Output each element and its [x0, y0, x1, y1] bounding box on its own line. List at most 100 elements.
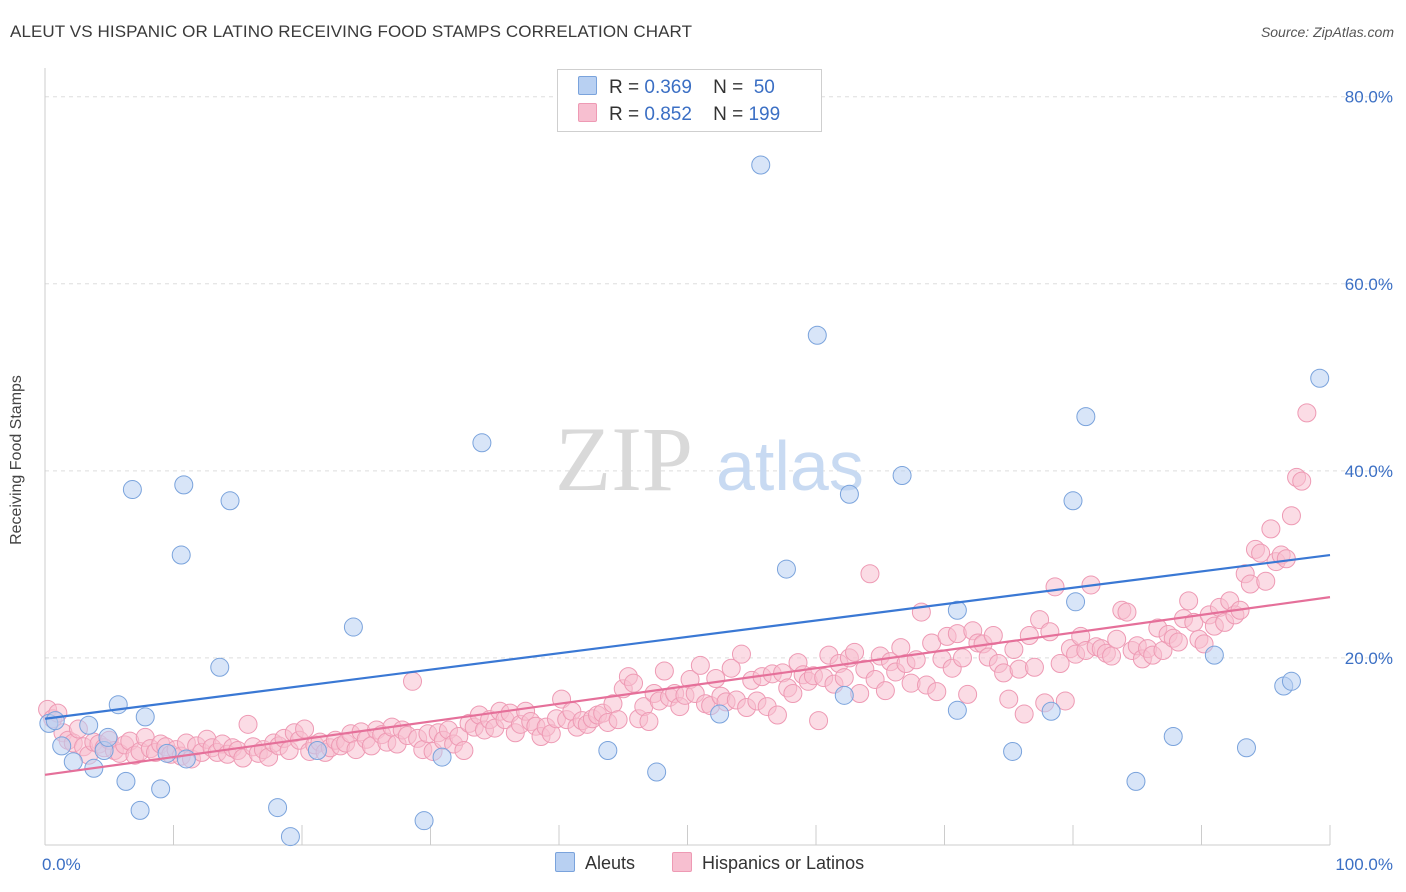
- hispanic-point: [1045, 577, 1065, 597]
- aleut-point: [151, 779, 171, 799]
- bottom-legend-hispanic: Hispanics or Latinos: [672, 852, 864, 874]
- hispanic-point: [952, 648, 972, 668]
- hispanic-point: [1256, 571, 1276, 591]
- aleut-point: [892, 466, 912, 486]
- hispanic-point: [608, 710, 628, 730]
- hispanic-point: [1040, 622, 1060, 642]
- hispanic-point: [1292, 471, 1312, 491]
- legend-row-aleut: R = 0.369 N = 50: [578, 76, 775, 99]
- aleut-point: [280, 827, 300, 847]
- aleut-point: [710, 704, 730, 724]
- aleut-point: [220, 491, 240, 511]
- bottom-legend-aleut: Aleuts: [555, 852, 635, 874]
- n-label: N =: [713, 77, 744, 98]
- hispanic-point: [454, 741, 474, 761]
- aleut-swatch: [578, 76, 597, 95]
- aleut-n-value: 50: [753, 77, 775, 98]
- aleut-points: [39, 155, 1330, 847]
- hispanic-point: [690, 655, 710, 675]
- aleut-point: [1063, 491, 1083, 511]
- aleut-point: [79, 715, 99, 735]
- hispanic-point: [1251, 543, 1271, 563]
- aleut-point: [1281, 671, 1301, 691]
- aleut-legend-swatch: [555, 852, 575, 872]
- hispanic-legend-label: Hispanics or Latinos: [702, 853, 865, 873]
- hispanic-point: [1024, 657, 1044, 677]
- aleut-point: [647, 762, 667, 782]
- aleut-point: [343, 617, 363, 637]
- aleut-point: [1003, 741, 1023, 761]
- hispanic-n-value: 199: [748, 104, 781, 125]
- hispanic-point: [958, 684, 978, 704]
- aleut-point: [1076, 407, 1096, 427]
- aleut-point: [1236, 738, 1256, 758]
- y-tick-label: 80.0%: [1345, 88, 1393, 107]
- aleut-point: [268, 798, 288, 818]
- aleut-point: [98, 727, 118, 747]
- hispanic-point: [1179, 591, 1199, 611]
- aleut-point: [135, 707, 155, 727]
- hispanic-point: [845, 642, 865, 662]
- hispanic-point: [731, 644, 751, 664]
- hispanic-point: [295, 719, 315, 739]
- aleut-point: [1041, 701, 1061, 721]
- r-label: R =: [609, 77, 640, 98]
- x-tick-label-min: 0.0%: [42, 855, 81, 874]
- aleut-point: [116, 771, 136, 791]
- aleut-point: [1163, 726, 1183, 746]
- hispanic-swatch: [578, 103, 597, 122]
- aleut-point: [174, 475, 194, 495]
- hispanic-point: [875, 681, 895, 701]
- hispanic-point: [706, 669, 726, 689]
- y-tick-label: 60.0%: [1345, 275, 1393, 294]
- aleut-r-value: 0.369: [644, 77, 692, 98]
- aleut-point: [52, 736, 72, 756]
- aleut-point: [834, 685, 854, 705]
- hispanic-point: [999, 689, 1019, 709]
- hispanic-legend-swatch: [672, 852, 692, 872]
- aleut-point: [1310, 368, 1330, 388]
- stats-legend: R = 0.369 N = 50 R = 0.852 N = 199: [557, 69, 822, 132]
- hispanic-point: [1107, 629, 1127, 649]
- hispanic-point: [624, 673, 644, 693]
- hispanic-point: [1281, 506, 1301, 526]
- n-label: N =: [713, 104, 744, 125]
- hispanic-point: [834, 668, 854, 688]
- aleut-point: [1126, 771, 1146, 791]
- aleut-point: [171, 545, 191, 565]
- watermark-zip: ZIP: [555, 408, 693, 510]
- y-tick-label: 20.0%: [1345, 649, 1393, 668]
- hispanic-point: [809, 711, 829, 731]
- hispanic-point: [1055, 691, 1075, 711]
- aleut-point: [947, 700, 967, 720]
- aleut-point: [176, 749, 196, 769]
- aleut-trend-line: [44, 553, 1331, 720]
- aleut-point: [776, 559, 796, 579]
- aleut-point: [947, 600, 967, 620]
- aleut-legend-label: Aleuts: [585, 853, 636, 873]
- hispanic-point: [947, 624, 967, 644]
- hispanic-point: [1297, 403, 1317, 423]
- aleut-point: [472, 433, 492, 453]
- chart-title: ALEUT VS HISPANIC OR LATINO RECEIVING FO…: [10, 22, 693, 41]
- tick-labels: 20.0% 40.0% 60.0% 80.0% 0.0% 100.0%: [42, 88, 1393, 874]
- aleut-point: [1204, 645, 1224, 665]
- hispanic-point: [1261, 519, 1281, 539]
- hispanic-point: [1117, 602, 1137, 622]
- aleut-point: [598, 741, 618, 761]
- hispanic-point: [767, 705, 787, 725]
- aleut-point: [130, 800, 150, 820]
- watermark-atlas: atlas: [716, 427, 864, 505]
- hispanic-r-value: 0.852: [644, 104, 692, 125]
- hispanic-point: [1004, 640, 1024, 660]
- hispanic-point: [721, 658, 741, 678]
- hispanic-point: [639, 712, 659, 732]
- hispanic-point: [1019, 625, 1039, 645]
- hispanic-point: [891, 638, 911, 658]
- hispanic-point: [238, 714, 258, 734]
- hispanic-point: [654, 661, 674, 681]
- aleut-point: [63, 752, 83, 772]
- hispanic-point: [1014, 704, 1034, 724]
- aleut-point: [122, 480, 142, 500]
